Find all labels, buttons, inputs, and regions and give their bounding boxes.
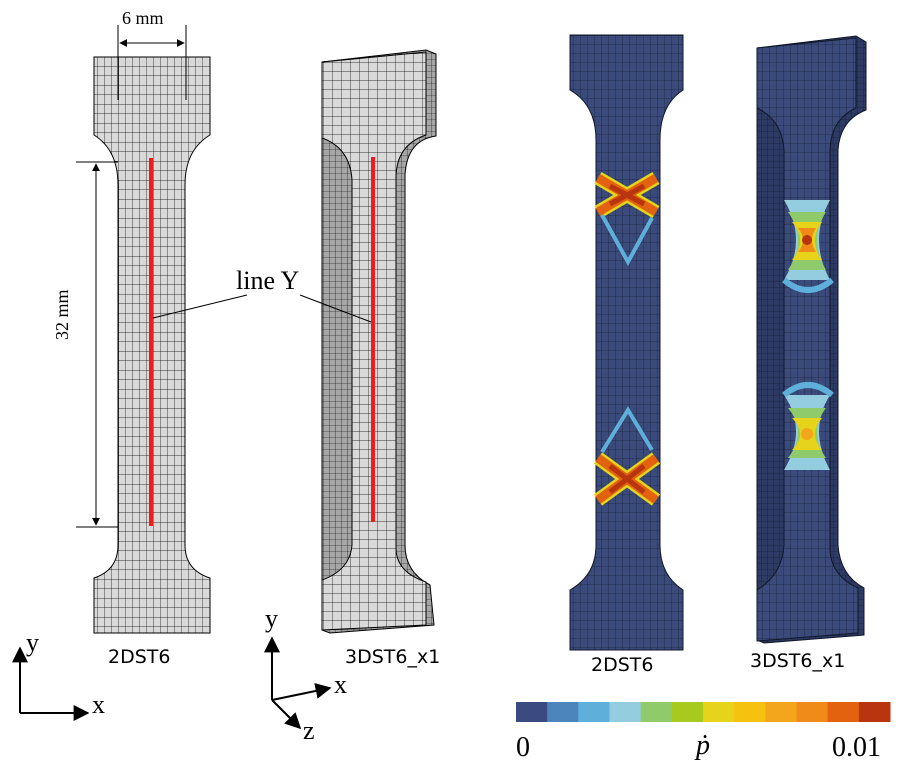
specimen-label-1: 2DST6 — [108, 646, 171, 668]
field-band-lower — [782, 382, 834, 470]
width-dimension — [117, 25, 187, 100]
colorbar-symbol: ṗ — [696, 730, 710, 761]
width-label: 6 mm — [122, 8, 164, 28]
axis-3d-x-label: x — [334, 670, 347, 699]
axis-2d-y-label: y — [26, 628, 39, 657]
colorbar-segment — [671, 702, 704, 722]
colorbar-segment — [858, 702, 891, 722]
specimen-label-3: 2DST6 — [591, 654, 654, 676]
colorbar-segment — [640, 702, 673, 722]
specimen-3dst6-mesh — [321, 49, 437, 634]
axis-3d-y-label: y — [265, 604, 278, 633]
axes-2d — [12, 646, 90, 721]
colorbar-segment — [578, 702, 610, 722]
field-band-upper — [782, 200, 834, 293]
specimen-2dst6-field — [569, 34, 684, 651]
specimen-2dst6-mesh — [93, 56, 211, 634]
axis-3d-z-label: z — [303, 716, 315, 745]
axis-2d-x-label: x — [92, 690, 105, 719]
colorbar-segment — [609, 702, 642, 722]
colorbar-segment — [765, 702, 797, 722]
specimen-label-4: 3DST6_x1 — [750, 650, 846, 672]
specimen-3dst6-field — [756, 35, 867, 644]
colorbar-segment — [734, 702, 766, 722]
length-label: 32 mm — [52, 289, 72, 340]
colorbar-min-label: 0 — [516, 732, 530, 763]
colorbar — [516, 702, 891, 722]
colorbar-max-label: 0.01 — [832, 732, 881, 763]
colorbar-segment — [547, 702, 579, 722]
colorbar-segment — [703, 702, 735, 722]
line-y-label: line Y — [236, 266, 300, 295]
shear-band-lower — [593, 406, 661, 506]
specimen-label-2: 3DST6_x1 — [345, 646, 441, 668]
colorbar-segment — [796, 702, 829, 722]
colorbar-segment — [827, 702, 860, 722]
length-dimension — [76, 161, 118, 528]
colorbar-segment — [516, 702, 548, 722]
line-y-leaders — [152, 294, 372, 323]
axes-3d — [264, 636, 332, 730]
shear-band-upper — [594, 171, 660, 267]
